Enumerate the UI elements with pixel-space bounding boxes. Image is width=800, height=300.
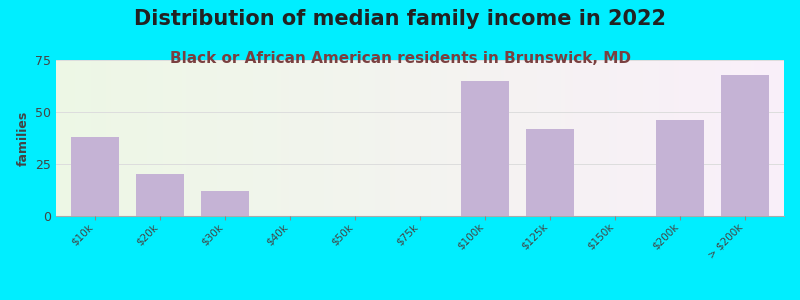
- Bar: [526, 129, 574, 216]
- Text: Black or African American residents in Brunswick, MD: Black or African American residents in B…: [170, 51, 630, 66]
- Bar: [721, 75, 770, 216]
- Bar: [136, 174, 184, 216]
- Bar: [656, 120, 704, 216]
- Bar: [70, 137, 119, 216]
- Y-axis label: families: families: [17, 110, 30, 166]
- Text: Distribution of median family income in 2022: Distribution of median family income in …: [134, 9, 666, 29]
- Bar: [461, 81, 510, 216]
- Bar: [201, 191, 250, 216]
